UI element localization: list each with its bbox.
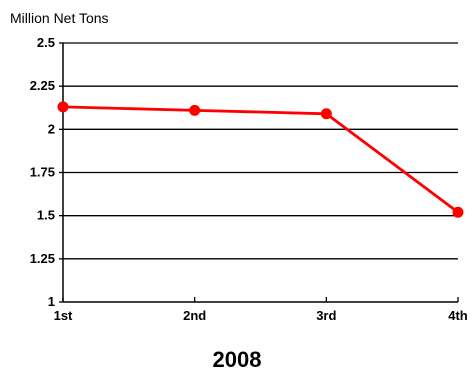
data-point (189, 104, 201, 116)
data-point (452, 206, 464, 218)
series-line-group (62, 105, 459, 214)
y-tick-label: 2 (48, 121, 55, 136)
y-tick-label: 1.75 (30, 165, 55, 180)
x-tick-label: 1st (54, 308, 73, 323)
series-points (57, 101, 464, 218)
y-tick-label: 1.5 (37, 208, 55, 223)
x-tick-label: 2nd (183, 308, 206, 323)
x-tick-label: 3rd (316, 308, 336, 323)
data-point (57, 101, 69, 113)
x-axis-title: 2008 (213, 347, 262, 372)
axes (59, 42, 459, 303)
series-line (62, 105, 459, 214)
x-tick-label: 4th (448, 308, 468, 323)
y-tick-label: 2.25 (30, 78, 55, 93)
y-axis-title: Million Net Tons (10, 10, 109, 26)
y-tick-label: 1.25 (30, 251, 55, 266)
grid-lines (63, 42, 458, 260)
data-point (320, 108, 332, 120)
x-tick-labels: 1st 2nd 3rd 4th (54, 308, 468, 323)
y-tick-label: 1 (48, 294, 55, 309)
y-tick-labels: 1 1.25 1.5 1.75 2 2.25 2.5 (30, 35, 55, 309)
y-tick-label: 2.5 (37, 35, 55, 50)
